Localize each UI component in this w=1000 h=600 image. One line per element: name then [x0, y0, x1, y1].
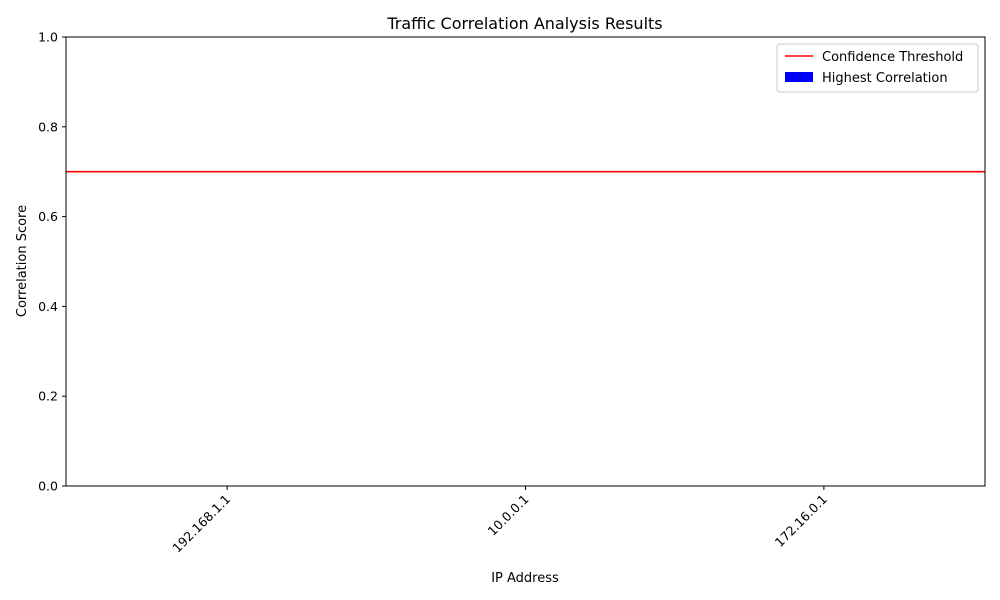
axes-frame	[65, 36, 986, 487]
y-tick-label: 0.4	[38, 299, 58, 314]
y-tick-label: 0.2	[38, 389, 58, 404]
legend-threshold-label: Confidence Threshold	[822, 50, 963, 65]
legend-frame	[776, 43, 979, 93]
legend-bar-label: Highest Correlation	[822, 71, 948, 86]
y-tick-label: 0.6	[38, 209, 58, 224]
x-axis-label: IP Address	[491, 571, 559, 586]
chart-title: Traffic Correlation Analysis Results	[386, 14, 662, 33]
y-tick-label: 1.0	[38, 30, 58, 45]
legend: Confidence Threshold Highest Correlation	[776, 43, 979, 93]
y-tick-label: 0.8	[38, 119, 58, 134]
y-tick-label: 0.0	[38, 479, 58, 494]
y-axis-label: Correlation Score	[15, 205, 30, 317]
legend-bar-swatch	[785, 72, 813, 82]
